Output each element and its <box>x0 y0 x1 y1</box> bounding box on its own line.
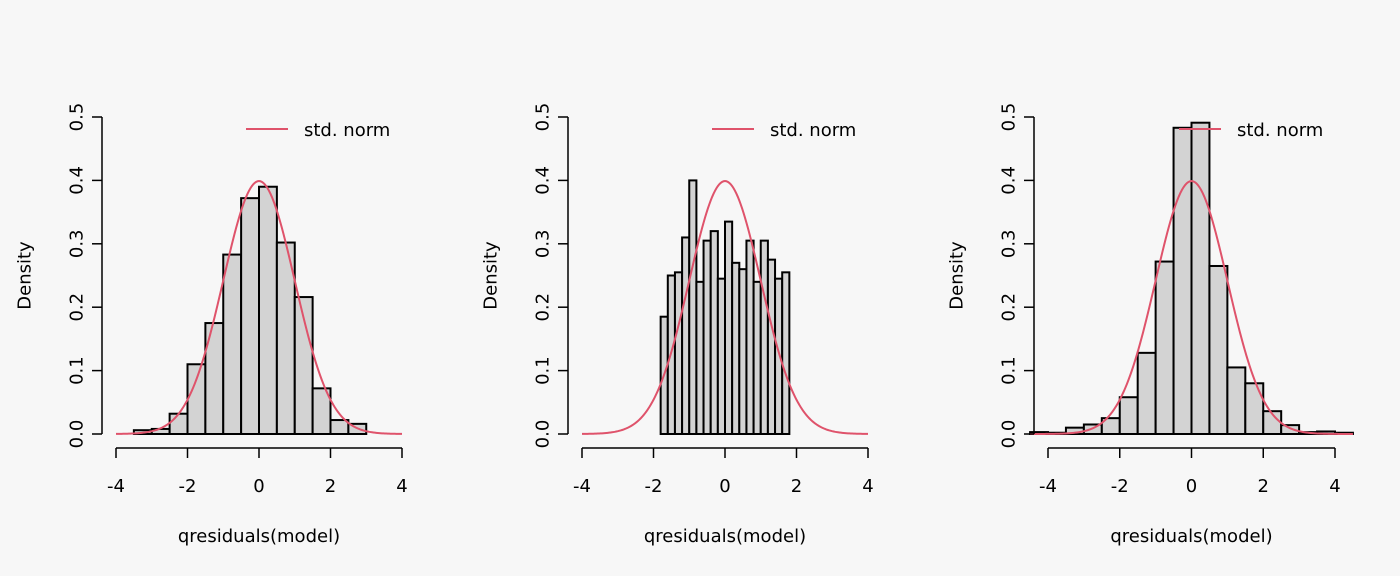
histogram-bar <box>745 239 755 435</box>
y-tick-label: 0.4 <box>532 166 553 195</box>
y-tick-label: 0.3 <box>998 229 1019 258</box>
histogram-bar <box>781 271 791 435</box>
y-axis-title: Density <box>946 241 967 310</box>
y-tick-label: 0.0 <box>532 420 553 449</box>
y-tick-label: 0.2 <box>532 293 553 322</box>
x-axis: -4 -2 0 2 4 <box>573 447 874 497</box>
histogram-bar <box>702 239 712 435</box>
panel-3: std. norm -4 -2 0 2 4 0.0 0.1 0.2 0.3 0.4 0.5 qre… <box>946 103 1354 547</box>
y-tick-label: 0.5 <box>66 103 87 132</box>
y-axis-title: Density <box>480 241 501 310</box>
normal-density-curve <box>581 180 869 435</box>
histogram-bar <box>1190 121 1211 436</box>
y-tick-label: 0.1 <box>532 356 553 385</box>
histogram-bar <box>774 277 784 436</box>
histogram-bar <box>1244 382 1265 435</box>
y-tick-label: 0.5 <box>532 103 553 132</box>
histogram-bar <box>311 387 332 435</box>
y-tick-label: 0.2 <box>998 293 1019 322</box>
histogram-bar <box>329 419 350 436</box>
panel-2: std. norm -4 -2 0 2 4 0.0 0.1 0.2 0.3 0.4 0.5 qre… <box>480 103 873 547</box>
histogram-bar <box>1226 366 1247 435</box>
histogram-bar <box>759 239 769 435</box>
histogram-bar <box>738 268 748 435</box>
x-axis: -4 -2 0 2 4 <box>1039 447 1341 497</box>
y-ticks: 0.0 0.1 0.2 0.3 0.4 0.5 <box>66 103 102 449</box>
y-axis: 0.0 0.1 0.2 0.3 0.4 0.5 <box>66 103 103 449</box>
x-tick-label: 2 <box>791 476 802 497</box>
x-tick-label: -4 <box>573 476 591 497</box>
x-tick-label: 4 <box>396 476 407 497</box>
histogram-bar <box>293 296 314 435</box>
y-tick-label: 0.0 <box>66 420 87 449</box>
y-tick-label: 0.1 <box>66 356 87 385</box>
legend-label-std-norm: std. norm <box>1237 120 1323 141</box>
x-tick-label: -2 <box>179 476 197 497</box>
histogram-bar <box>766 258 777 435</box>
x-tick-label: 2 <box>325 476 336 497</box>
x-tick-label: 4 <box>1329 476 1340 497</box>
histogram-bar <box>258 185 278 435</box>
legend-label-std-norm: std. norm <box>304 120 390 141</box>
x-axis-title: qresiduals(model) <box>178 526 340 547</box>
x-tick-label: 2 <box>1258 476 1269 497</box>
y-tick-label: 0.5 <box>998 103 1019 132</box>
x-tick-label: 0 <box>1186 476 1197 497</box>
y-tick-label: 0.3 <box>66 229 87 258</box>
histogram-bar <box>1118 396 1139 435</box>
y-tick-label: 0.4 <box>66 166 87 195</box>
legend-label-std-norm: std. norm <box>770 120 856 141</box>
histogram-bar <box>186 363 207 436</box>
y-tick-label: 0.3 <box>532 229 553 258</box>
x-ticks: -4 -2 0 2 4 <box>573 448 874 497</box>
x-tick-label: 0 <box>253 476 264 497</box>
x-axis-title: qresiduals(model) <box>1110 526 1272 547</box>
y-ticks: 0.0 0.1 0.2 0.3 0.4 0.5 <box>998 103 1034 449</box>
y-tick-label: 0.1 <box>998 356 1019 385</box>
histogram-bar <box>681 236 691 435</box>
histogram-bar <box>240 197 260 435</box>
y-ticks: 0.0 0.1 0.2 0.3 0.4 0.5 <box>532 103 568 449</box>
y-tick-label: 0.2 <box>66 293 87 322</box>
x-tick-label: -2 <box>1111 476 1129 497</box>
y-tick-label: 0.4 <box>998 166 1019 195</box>
x-tick-label: -4 <box>107 476 125 497</box>
y-axis: 0.0 0.1 0.2 0.3 0.4 0.5 <box>998 103 1035 449</box>
panel-1: std. norm -4 -2 0 2 4 0.0 0.1 0.2 0.3 0.4 0.5 qre… <box>14 103 407 547</box>
legend: std. norm <box>246 120 390 141</box>
histogram-bar <box>222 253 243 435</box>
histogram-bar <box>688 179 698 435</box>
normal-density-curve <box>1030 180 1353 435</box>
histogram-bar <box>709 230 719 435</box>
x-ticks: -4 -2 0 2 4 <box>1039 448 1341 497</box>
x-tick-label: -4 <box>1039 476 1057 497</box>
y-tick-label: 0.0 <box>998 420 1019 449</box>
histogram-bars <box>1029 121 1354 436</box>
y-axis: 0.0 0.1 0.2 0.3 0.4 0.5 <box>532 103 569 449</box>
histogram-bar <box>752 280 762 435</box>
histogram-bar <box>1136 351 1157 435</box>
histogram-bar <box>1280 424 1301 435</box>
histogram-bar <box>1208 264 1229 435</box>
histogram-bars <box>132 185 368 436</box>
histogram-bar <box>724 220 734 435</box>
x-axis: -4 -2 0 2 4 <box>107 447 408 497</box>
histogram-bar <box>673 271 684 435</box>
x-ticks: -4 -2 0 2 4 <box>107 448 408 497</box>
histogram-bar <box>1172 126 1193 435</box>
histogram-bar <box>168 412 189 436</box>
normal-density-curve <box>115 180 403 435</box>
legend: std. norm <box>1179 120 1323 141</box>
x-tick-label: 0 <box>719 476 730 497</box>
y-axis-title: Density <box>14 241 35 310</box>
x-axis-title: qresiduals(model) <box>644 526 806 547</box>
histogram-bar <box>1154 260 1175 435</box>
histogram-bar <box>716 277 726 436</box>
histogram-bar <box>731 261 741 435</box>
legend: std. norm <box>712 120 856 141</box>
x-tick-label: -2 <box>645 476 663 497</box>
histogram-bar <box>695 280 705 435</box>
x-tick-label: 4 <box>862 476 873 497</box>
